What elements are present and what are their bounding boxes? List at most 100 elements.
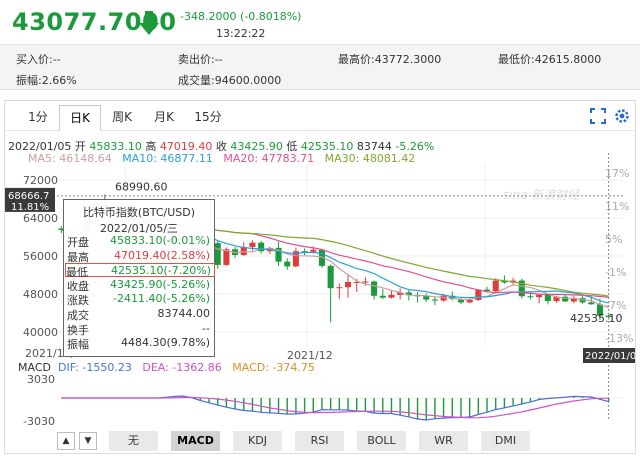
candle-body: [440, 295, 447, 301]
tab-monthly-k[interactable]: 月K: [154, 110, 174, 124]
tooltip-value: 43425.90(-5.26%): [110, 277, 210, 291]
candle-body: [353, 282, 360, 284]
amplitude: 振幅:2.66%: [16, 74, 77, 87]
candle-body: [588, 302, 595, 305]
tooltip-row: 涨跌 -2411.40(-5.26%): [67, 292, 213, 308]
candle-body: [58, 228, 65, 230]
indicator-wr-button[interactable]: WR: [419, 431, 469, 451]
fullscreen-icon[interactable]: [589, 107, 607, 125]
tab-weekly-k[interactable]: 周K: [112, 110, 132, 124]
indicator-rsi-button[interactable]: RSI: [295, 431, 345, 451]
ma30-label: MA30: 48081.42: [324, 152, 416, 165]
candle-body: [397, 292, 404, 295]
tab-15min[interactable]: 15分: [194, 110, 222, 124]
pct-tick-label: -13%: [605, 332, 633, 345]
pct-tick-label: 5%: [605, 233, 622, 246]
indicator-boll-button[interactable]: BOLL: [357, 431, 407, 451]
candle-tooltip: 比特币指数(BTC/USD) 2022/01/05/三 开盘 45833.10(-…: [63, 199, 215, 357]
tooltip-row: 最高 47019.40(2.58%): [67, 248, 213, 264]
scroll-up-button[interactable]: ▲: [57, 432, 75, 450]
tooltip-value: 47019.40(2.58%): [113, 248, 210, 262]
tooltip-key: 收盘: [67, 279, 89, 293]
ohlc-pct: -5.26%: [395, 140, 435, 153]
tooltip-key: 成交: [67, 309, 89, 322]
price-header: 43077.7000 -348.2000 (-0.8018%) 13:22:22: [0, 0, 640, 44]
ma20-label: MA20: 47783.71: [223, 152, 315, 165]
candle-body: [301, 251, 308, 253]
price-change: -348.2000 (-0.8018%): [180, 10, 302, 23]
ohlc-close: 43425.90: [230, 140, 283, 153]
candle-body: [553, 296, 560, 301]
quote-strip: 买入价:-- 卖出价:-- 最高价:43772.3000 最低价:42615.8…: [0, 44, 640, 90]
ohlc-high: 47019.40: [159, 140, 213, 153]
dea-line: [61, 396, 609, 419]
tooltip-value: 42535.10(-7.20%): [111, 264, 211, 278]
y-tick-label: 64000: [23, 212, 58, 225]
macd-label: MACD: [18, 361, 51, 374]
y-tick-label: 48000: [23, 288, 58, 301]
tooltip-value: --: [202, 321, 210, 335]
tooltip-value: -2411.40(-5.26%): [113, 292, 210, 306]
bid-price: 买入价:--: [16, 53, 61, 66]
x-axis-label: 2021/12: [287, 349, 333, 362]
macd-tick-label: 3030: [27, 373, 55, 386]
tooltip-row: 换手 --: [67, 321, 213, 337]
tooltip-row: 成交 83744.00: [67, 307, 213, 322]
indicator-bar: ▲ ▼ 无 MACD KDJ RSI BOLL WR DMI: [5, 429, 635, 453]
candle-body: [362, 281, 369, 283]
pct-tick-label: 11%: [605, 200, 629, 213]
pct-tick-label: 17%: [605, 167, 629, 180]
tooltip-value: 83744.00: [157, 307, 211, 320]
x-axis-label: 2022/01/05: [585, 351, 635, 362]
tooltip-key: 换手: [67, 323, 89, 337]
tab-daily-k[interactable]: 日K: [59, 105, 101, 131]
indicator-macd-button[interactable]: MACD: [171, 431, 221, 451]
tooltip-date: 2022/01/05/三: [99, 222, 179, 235]
macd-value: MACD: -374.75: [232, 361, 315, 374]
indicator-none-button[interactable]: 无: [109, 431, 159, 451]
ohlc-volume: 83744: [356, 140, 392, 153]
ma10-label: MA10: 46877.11: [122, 152, 213, 165]
y-tick-label: 40000: [23, 326, 58, 339]
settings-gear-icon[interactable]: [613, 107, 631, 125]
tooltip-row: 开盘 45833.10(-0.01%): [67, 234, 213, 249]
candle-body: [214, 243, 221, 265]
candle-body: [379, 295, 386, 298]
tab-1min[interactable]: 1分: [28, 110, 48, 124]
y-tick-label: 56000: [23, 250, 58, 263]
macd-legend: MACD DIF: -1550.23 DEA: -1362.86 MACD: -…: [18, 361, 315, 374]
candle-body: [544, 294, 551, 301]
candle-body: [275, 247, 282, 262]
candle-body: [223, 249, 230, 265]
candle-body: [492, 280, 499, 292]
date-tag: [583, 348, 635, 363]
chart-panel: 1分 日K 周K 月K 15分 2022/01/05 开 45833.10 高 …: [4, 100, 636, 454]
candle-body: [371, 281, 378, 296]
candle-body: [388, 294, 395, 298]
candle-body: [501, 280, 508, 283]
ohlc-date: 2022/01/05: [8, 140, 72, 153]
tooltip-key: 涨跌: [67, 294, 89, 308]
watermark-logo: sina 新浪财经: [503, 188, 581, 202]
candle-body: [466, 300, 473, 303]
candle-body: [536, 294, 543, 298]
candle-body: [336, 287, 343, 289]
candle-body: [405, 292, 412, 296]
low-price: 最低价:42615.8000: [498, 53, 602, 66]
tooltip-key: 最高: [67, 250, 89, 264]
crosshair-price-tag: [5, 187, 55, 212]
candle-body: [605, 315, 612, 318]
candle-body: [570, 298, 577, 302]
candle-body: [240, 246, 247, 255]
indicator-kdj-button[interactable]: KDJ: [233, 431, 283, 451]
scroll-down-button[interactable]: ▼: [79, 432, 97, 450]
indicator-dmi-button[interactable]: DMI: [481, 431, 531, 451]
candle-body: [483, 289, 491, 292]
crosshair-pct: 11.81%: [11, 202, 49, 213]
candle-body: [431, 299, 438, 301]
quote-time: 13:22:22: [216, 27, 266, 40]
tooltip-row: 最低 42535.10(-7.20%): [65, 263, 215, 279]
ma5-label: MA5: 46148.64: [28, 152, 112, 165]
candle-body: [292, 251, 299, 267]
candle-body: [249, 242, 256, 247]
